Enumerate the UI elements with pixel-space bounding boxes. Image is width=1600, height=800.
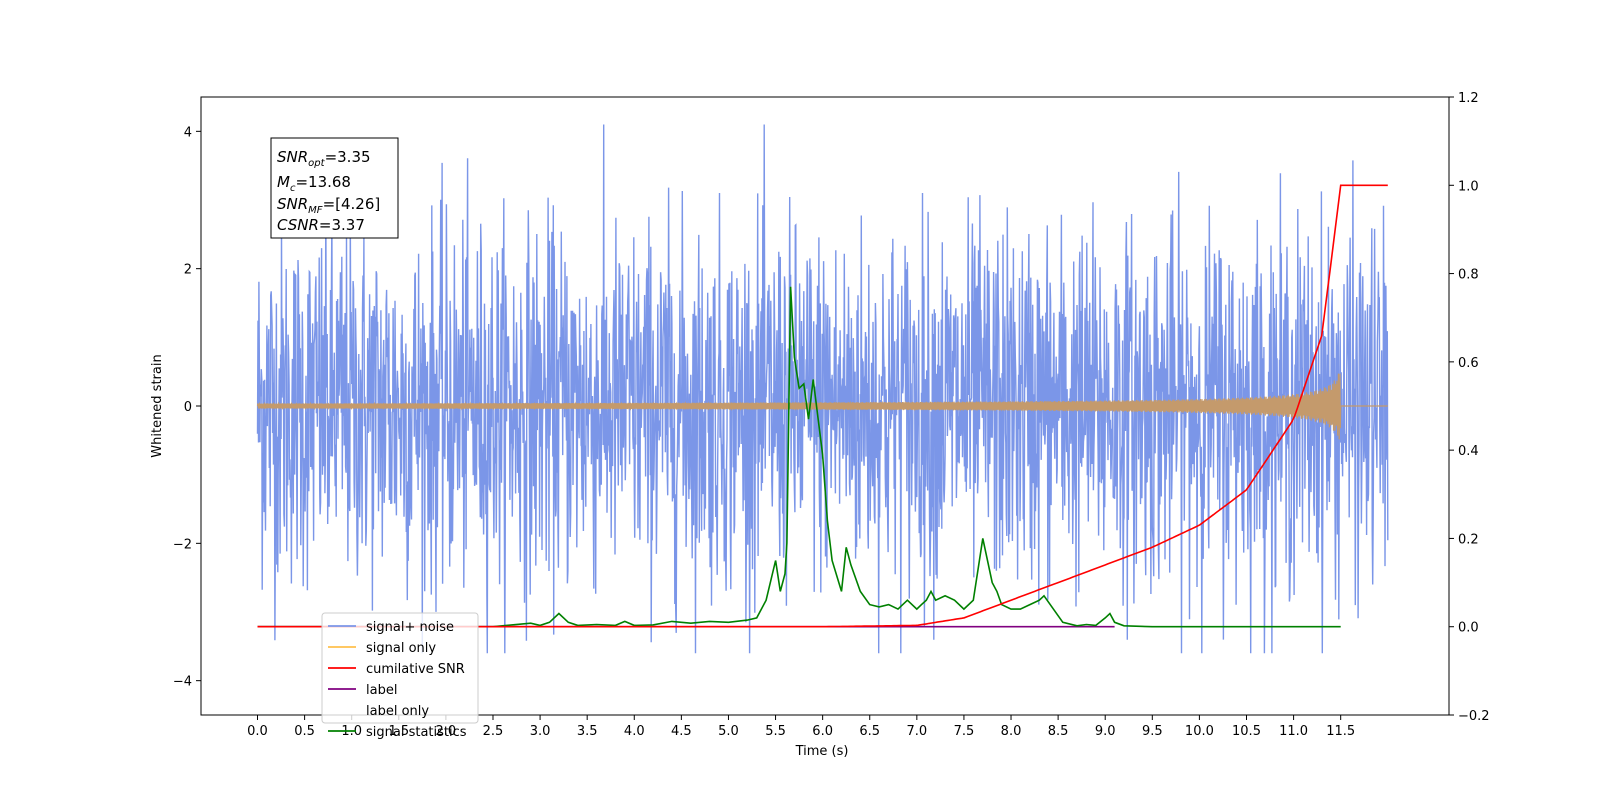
plot-area: [256, 124, 1389, 654]
legend-item-label: label: [366, 683, 397, 698]
x-tick-label: 6.5: [859, 724, 880, 739]
legend-item-label: signal only: [366, 641, 436, 656]
x-tick-label: 9.0: [1095, 724, 1116, 739]
x-tick-label: 0.5: [294, 724, 315, 739]
y-left-tick-label: −4: [173, 675, 192, 690]
y-right-tick-label: 0.4: [1458, 444, 1479, 459]
y-right-tick-label: 1.2: [1458, 91, 1479, 106]
x-tick-label: 6.0: [812, 724, 833, 739]
x-tick-label: 1.5: [388, 724, 409, 739]
y-right-tick-label: 0.6: [1458, 356, 1479, 371]
x-tick-label: 10.0: [1185, 724, 1214, 739]
stats-mc: Mc=13.68: [277, 173, 351, 194]
series-signal-only-line: [256, 373, 1388, 440]
x-tick-label: 2.5: [483, 724, 504, 739]
y-right-tick-label: 0.8: [1458, 268, 1479, 283]
x-tick-label: 5.0: [718, 724, 739, 739]
legend-item-label: signal statistics: [366, 725, 467, 740]
stats-box-frame: [270, 137, 399, 239]
x-tick-label: 7.5: [954, 724, 975, 739]
x-tick-label: 9.5: [1142, 724, 1163, 739]
y-left-tick-label: 2: [184, 263, 192, 278]
x-axis-label: Time (s): [795, 744, 849, 759]
x-tick-label: 4.0: [624, 724, 645, 739]
x-tick-label: 3.5: [577, 724, 598, 739]
y-left-tick-label: 4: [184, 125, 192, 140]
legend-item-label: signal+ noise: [366, 620, 454, 635]
axes: 0.0 0.5 1.0 1.5 2.0 2.5 3.0 3.5 4.0 4.5 5.0 5.5 6.0 6…: [173, 91, 1490, 739]
x-tick-label: 5.5: [765, 724, 786, 739]
x-tick-label: 11.5: [1326, 724, 1355, 739]
x-tick-label: 8.0: [1001, 724, 1022, 739]
series-signal-noise-line: [256, 124, 1389, 654]
x-tick-label: 3.0: [530, 724, 551, 739]
legend: signal+ noise signal only cumilative SNR la…: [321, 612, 479, 740]
legend-item-label: label only: [366, 704, 429, 719]
x-tick-label: 11.0: [1279, 724, 1308, 739]
y-right-tick-label: 1.0: [1458, 179, 1479, 194]
y-axis-label: Whitened strain: [150, 354, 165, 457]
stats-snr-opt: SNRopt=3.35: [277, 148, 371, 169]
y-right-tick-label: −0.2: [1458, 709, 1490, 724]
x-tick-label: 8.5: [1048, 724, 1069, 739]
x-tick-label: 4.5: [671, 724, 692, 739]
x-tick-label: 0.0: [247, 724, 268, 739]
x-tick-label: 10.5: [1232, 724, 1261, 739]
stats-box: SNRopt=3.35 Mc=13.68 SNRMF=[4.26] CSNR=3…: [270, 137, 399, 239]
series-signal-statistics-line: [257, 286, 1341, 628]
legend-frame: [321, 612, 479, 724]
y-left-tick-label: −2: [173, 537, 192, 552]
legend-item-label: cumilative SNR: [366, 662, 465, 677]
stats-snr-mf: SNRMF=[4.26]: [277, 195, 380, 216]
y-right-tick-label: 0.2: [1458, 532, 1479, 547]
x-tick-label: 7.0: [906, 724, 927, 739]
x-tick-label: 2.0: [436, 724, 457, 739]
y-left-tick-label: 0: [184, 400, 192, 415]
y-right-tick-label: 0.0: [1458, 621, 1479, 636]
stats-csnr: CSNR=3.37: [277, 216, 365, 234]
